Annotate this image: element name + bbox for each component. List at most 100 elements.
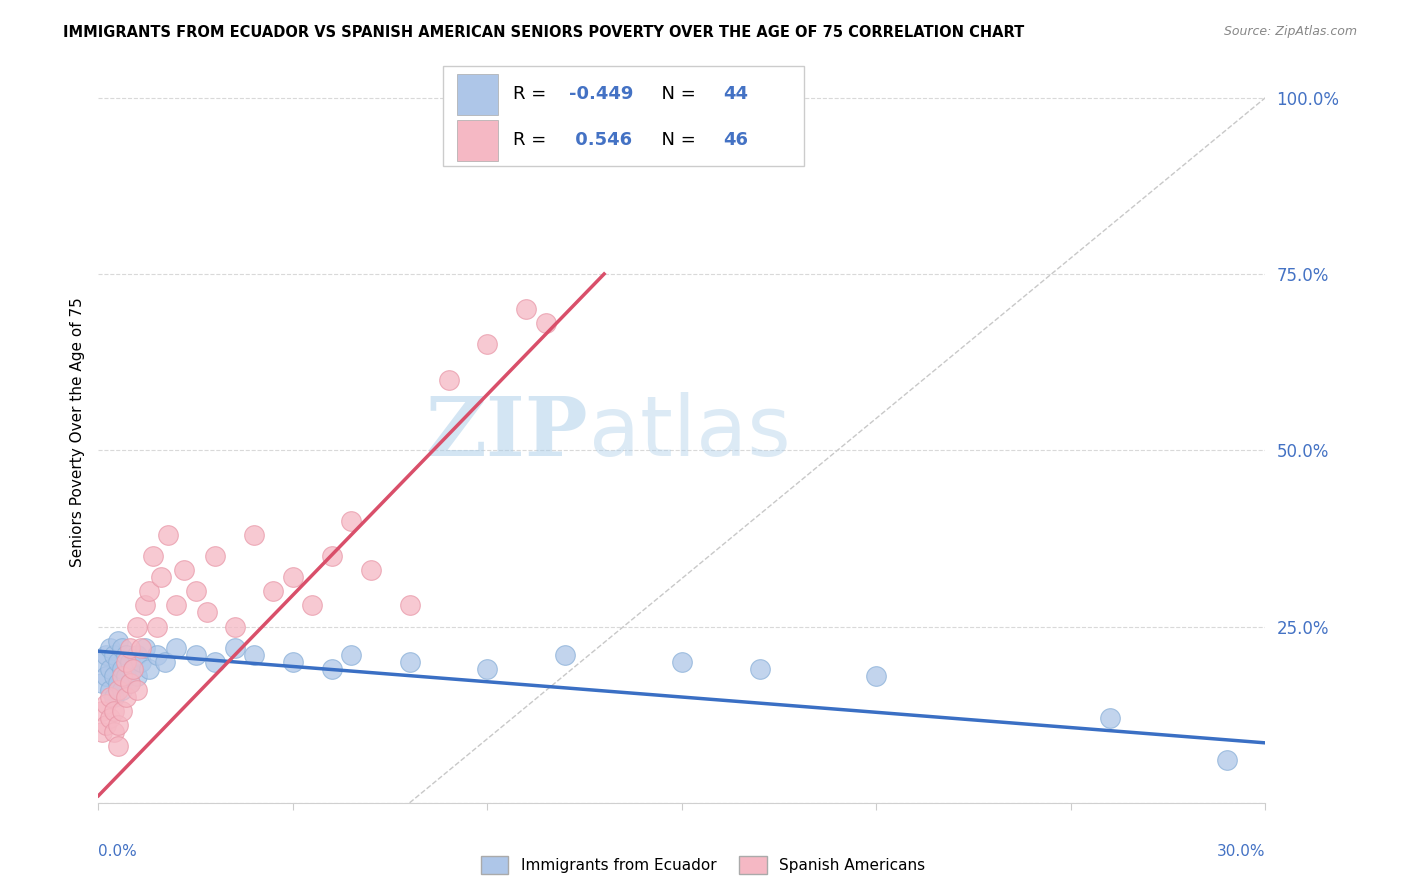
FancyBboxPatch shape xyxy=(443,66,804,166)
Text: N =: N = xyxy=(651,86,702,103)
Point xyxy=(127,648,149,662)
Point xyxy=(111,640,134,655)
Point xyxy=(515,302,537,317)
FancyBboxPatch shape xyxy=(457,74,498,115)
Point xyxy=(340,514,363,528)
Point xyxy=(134,599,156,613)
Point xyxy=(103,725,125,739)
Point xyxy=(103,690,125,704)
Point xyxy=(129,655,152,669)
Point xyxy=(1098,711,1121,725)
Point xyxy=(111,669,134,683)
Point xyxy=(243,528,266,542)
Point xyxy=(91,655,114,669)
Point xyxy=(98,690,121,704)
Point xyxy=(91,704,114,718)
Point xyxy=(138,662,160,676)
Point xyxy=(748,662,770,676)
Point xyxy=(281,570,304,584)
Point xyxy=(281,655,304,669)
Point xyxy=(204,549,226,563)
Point xyxy=(107,655,129,669)
Text: atlas: atlas xyxy=(589,392,790,473)
Point xyxy=(134,640,156,655)
Point xyxy=(534,316,557,330)
Point xyxy=(122,662,145,676)
Point xyxy=(153,655,176,669)
Point xyxy=(114,669,136,683)
Point xyxy=(437,373,460,387)
Point xyxy=(173,563,195,577)
Point xyxy=(98,711,121,725)
Point xyxy=(204,655,226,669)
Text: IMMIGRANTS FROM ECUADOR VS SPANISH AMERICAN SENIORS POVERTY OVER THE AGE OF 75 C: IMMIGRANTS FROM ECUADOR VS SPANISH AMERI… xyxy=(63,25,1025,40)
Text: 44: 44 xyxy=(723,86,748,103)
Point xyxy=(103,648,125,662)
Point xyxy=(91,676,114,690)
Point xyxy=(262,584,284,599)
Point xyxy=(398,655,420,669)
Point xyxy=(118,640,141,655)
Point xyxy=(138,584,160,599)
Point xyxy=(111,683,134,698)
Point xyxy=(114,690,136,704)
Point xyxy=(321,662,343,676)
Point xyxy=(96,697,118,711)
Point xyxy=(243,648,266,662)
Point xyxy=(165,640,187,655)
Text: Source: ZipAtlas.com: Source: ZipAtlas.com xyxy=(1223,25,1357,38)
Point xyxy=(477,662,499,676)
Text: 0.0%: 0.0% xyxy=(98,844,138,858)
Point xyxy=(671,655,693,669)
Point xyxy=(98,662,121,676)
Point xyxy=(146,648,169,662)
Point xyxy=(127,619,149,633)
Point xyxy=(98,640,121,655)
Point xyxy=(224,640,246,655)
Text: 30.0%: 30.0% xyxy=(1218,844,1265,858)
Point xyxy=(184,648,207,662)
Point xyxy=(127,669,149,683)
Text: -0.449: -0.449 xyxy=(568,86,633,103)
Point xyxy=(360,563,382,577)
Point xyxy=(107,739,129,754)
Point xyxy=(96,718,118,732)
Point xyxy=(477,337,499,351)
Point xyxy=(129,640,152,655)
Point xyxy=(1215,754,1237,768)
Point xyxy=(165,599,187,613)
Y-axis label: Seniors Poverty Over the Age of 75: Seniors Poverty Over the Age of 75 xyxy=(69,298,84,567)
Text: ZIP: ZIP xyxy=(426,392,589,473)
Point xyxy=(96,669,118,683)
Point xyxy=(321,549,343,563)
Point xyxy=(103,669,125,683)
Point xyxy=(98,683,121,698)
Point xyxy=(118,655,141,669)
Point xyxy=(554,648,576,662)
Point xyxy=(149,570,172,584)
Point xyxy=(114,648,136,662)
Point xyxy=(111,662,134,676)
Point xyxy=(127,683,149,698)
Point xyxy=(118,676,141,690)
Point xyxy=(554,126,576,140)
Text: R =: R = xyxy=(513,86,551,103)
Legend: Immigrants from Ecuador, Spanish Americans: Immigrants from Ecuador, Spanish America… xyxy=(475,850,931,880)
Text: R =: R = xyxy=(513,131,551,149)
Point xyxy=(301,599,323,613)
Point xyxy=(103,704,125,718)
Point xyxy=(118,676,141,690)
Point xyxy=(107,718,129,732)
Point xyxy=(111,704,134,718)
Text: 0.546: 0.546 xyxy=(568,131,631,149)
Point xyxy=(224,619,246,633)
Point xyxy=(184,584,207,599)
Point xyxy=(195,606,218,620)
Point xyxy=(122,662,145,676)
FancyBboxPatch shape xyxy=(457,120,498,161)
Text: 46: 46 xyxy=(723,131,748,149)
Point xyxy=(114,655,136,669)
Point xyxy=(142,549,165,563)
Point xyxy=(96,648,118,662)
Text: N =: N = xyxy=(651,131,702,149)
